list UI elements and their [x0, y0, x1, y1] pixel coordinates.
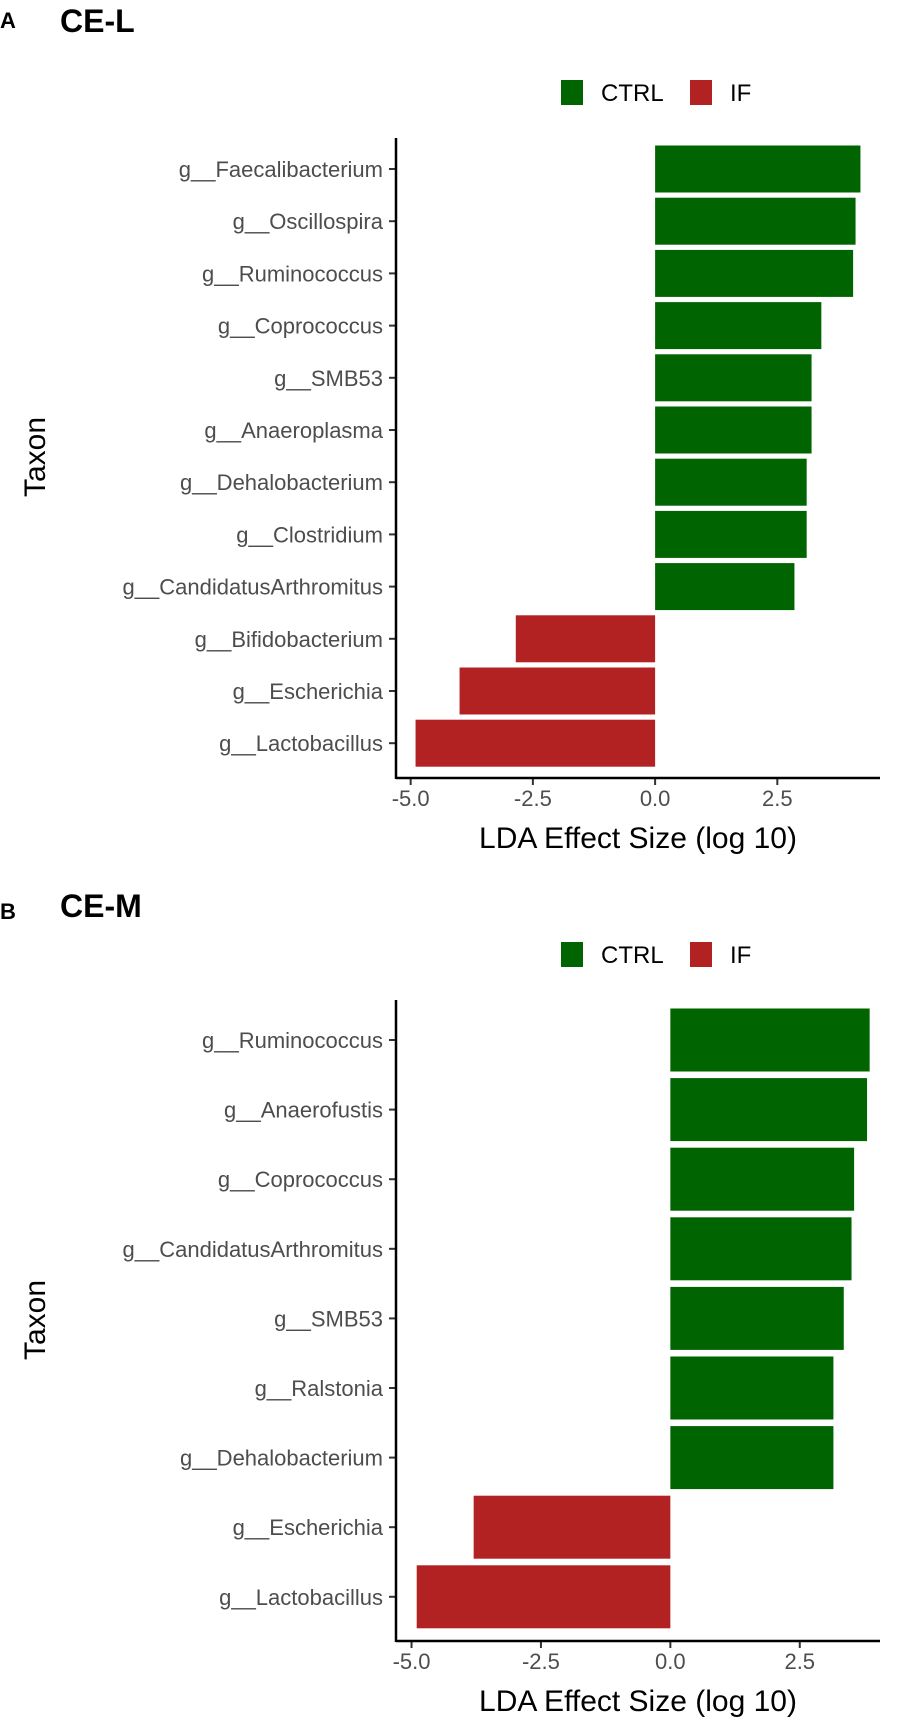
- category-label: g__Coprococcus: [218, 1167, 383, 1192]
- legend-label-if: IF: [730, 80, 751, 107]
- x-axis-title: LDA Effect Size (log 10): [479, 822, 797, 855]
- bar-dehalobacterium: [655, 458, 807, 506]
- category-label: g__Lactobacillus: [219, 1585, 383, 1610]
- bar-smb53: [670, 1286, 844, 1350]
- bar-bifidobacterium: [515, 615, 656, 663]
- panel-letter: B: [0, 899, 16, 924]
- legend-label-if: IF: [730, 942, 751, 969]
- legend-label-ctrl: CTRL: [601, 942, 664, 969]
- category-label: g__Anaerofustis: [224, 1098, 383, 1123]
- x-tick-label: -5.0: [393, 1649, 431, 1674]
- category-label: g__Clostridium: [236, 522, 383, 547]
- y-axis-title: Taxon: [19, 417, 52, 497]
- x-tick-label: 2.5: [762, 786, 793, 811]
- panel-title: CE-M: [60, 888, 142, 924]
- legend: CTRL IF: [561, 942, 751, 969]
- panel-letter: A: [0, 8, 16, 33]
- x-ticks: -5.0 -2.5 0.0 2.5: [392, 778, 793, 811]
- bar-coprococcus: [655, 302, 822, 350]
- bar-faecalibacterium: [655, 145, 861, 193]
- bar-ruminococcus: [655, 249, 854, 297]
- legend-swatch-ctrl: [561, 80, 583, 105]
- legend-swatch-ctrl: [561, 942, 583, 967]
- category-label: g__CandidatusArthromitus: [123, 1237, 383, 1262]
- x-axis-title: LDA Effect Size (log 10): [479, 1685, 797, 1718]
- category-label: g__Anaeroplasma: [204, 418, 383, 443]
- x-tick-label: 0.0: [655, 1649, 686, 1674]
- bar-escherichia: [459, 667, 656, 715]
- x-tick-label: 0.0: [640, 786, 671, 811]
- category-label: g__Coprococcus: [218, 314, 383, 339]
- bar-lactobacillus: [415, 719, 656, 767]
- bar-lactobacillus: [416, 1565, 671, 1629]
- category-label: g__SMB53: [274, 366, 383, 391]
- category-label: g__Escherichia: [233, 1515, 384, 1540]
- category-label: g__SMB53: [274, 1306, 383, 1331]
- y-axis-title: Taxon: [19, 1280, 52, 1360]
- category-label: g__Ruminococcus: [202, 1028, 383, 1053]
- legend-swatch-if: [690, 80, 712, 105]
- category-label: g__Faecalibacterium: [179, 157, 383, 182]
- bar-smb53: [655, 354, 812, 402]
- category-label: g__Dehalobacterium: [180, 1446, 383, 1471]
- category-labels: g__Ruminococcus g__Anaerofustis g__Coproco…: [123, 1028, 384, 1610]
- category-label: g__Oscillospira: [233, 209, 384, 234]
- x-tick-label: -2.5: [522, 1649, 560, 1674]
- bar-escherichia: [473, 1495, 671, 1559]
- bar-group: [416, 1008, 870, 1629]
- category-label: g__Escherichia: [233, 679, 384, 704]
- legend-label-ctrl: CTRL: [601, 80, 664, 107]
- bar-candidatusarthromitus: [670, 1217, 852, 1281]
- bar-dehalobacterium: [670, 1426, 834, 1490]
- bar-group: [415, 145, 861, 767]
- x-tick-label: 2.5: [784, 1649, 815, 1674]
- x-ticks: -5.0 -2.5 0.0 2.5: [393, 1641, 815, 1674]
- bar-oscillospira: [655, 197, 856, 245]
- legend: CTRL IF: [561, 80, 751, 107]
- bar-clostridium: [655, 510, 807, 558]
- bar-ruminococcus: [670, 1008, 870, 1072]
- bar-anaeroplasma: [655, 406, 812, 454]
- category-label: g__Dehalobacterium: [180, 470, 383, 495]
- panel-title: CE-L: [60, 3, 135, 39]
- panel-a: A CE-L CTRL IF g__Faecalibacterium g__Osc…: [0, 3, 880, 855]
- bar-coprococcus: [670, 1147, 855, 1211]
- x-tick-label: -2.5: [514, 786, 552, 811]
- bar-ralstonia: [670, 1356, 834, 1420]
- legend-swatch-if: [690, 942, 712, 967]
- category-label: g__CandidatusArthromitus: [123, 575, 383, 600]
- category-label: g__Ruminococcus: [202, 261, 383, 286]
- bar-anaerofustis: [670, 1078, 868, 1142]
- panel-b: B CE-M CTRL IF g__Ruminococcus g__Anaerof…: [0, 888, 880, 1718]
- category-label: g__Bifidobacterium: [195, 627, 383, 652]
- bar-candidatusarthromitus: [655, 563, 795, 611]
- category-label: g__Lactobacillus: [219, 731, 383, 756]
- category-labels: g__Faecalibacterium g__Oscillospira g__Rum…: [123, 157, 384, 756]
- category-label: g__Ralstonia: [255, 1376, 384, 1401]
- x-tick-label: -5.0: [392, 786, 430, 811]
